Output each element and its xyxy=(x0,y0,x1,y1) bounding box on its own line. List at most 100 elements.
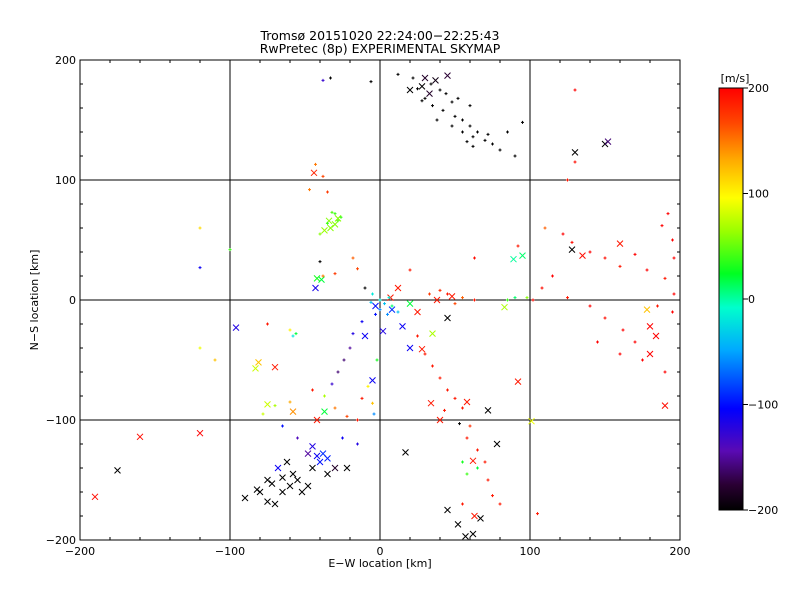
data-point-cross xyxy=(327,224,334,232)
data-point-dot xyxy=(336,370,340,374)
data-point-dot xyxy=(633,340,637,344)
data-point-dot xyxy=(641,358,644,362)
data-point-cross xyxy=(429,330,436,337)
data-point-cross xyxy=(444,314,451,322)
data-point-cross xyxy=(316,458,324,466)
data-point-dot xyxy=(476,448,479,452)
data-point-cross xyxy=(136,433,144,441)
data-point-cross xyxy=(471,512,478,520)
data-point-dot xyxy=(311,388,314,392)
data-point-cross xyxy=(289,470,297,478)
data-point-cross xyxy=(252,365,259,372)
data-point-dot xyxy=(323,394,326,398)
data-point-dot xyxy=(531,298,535,302)
data-point-dot xyxy=(671,310,674,314)
data-point-cross xyxy=(331,221,339,228)
data-point-dot xyxy=(438,376,442,380)
data-point-dot xyxy=(566,178,569,182)
data-point-dot xyxy=(326,190,329,194)
data-point-dot xyxy=(333,406,337,410)
data-point-dot xyxy=(486,478,490,482)
data-point-cross xyxy=(304,482,312,490)
y-axis-label: N−S location [km] xyxy=(28,250,41,351)
data-point-cross xyxy=(448,293,456,300)
colorbar-tick-label: −200 xyxy=(748,504,778,517)
data-point-dot xyxy=(296,436,299,440)
data-point-cross xyxy=(271,363,279,371)
data-point-cross xyxy=(324,455,331,462)
data-point-cross xyxy=(372,302,379,310)
data-point-dot xyxy=(213,358,217,362)
data-point-cross xyxy=(454,521,462,528)
colorbar-tick-label: −100 xyxy=(748,399,778,412)
data-point-cross xyxy=(394,284,402,292)
data-point-dot xyxy=(431,364,434,368)
data-point-cross xyxy=(286,482,294,490)
y-tick-label: 0 xyxy=(69,294,76,307)
data-point-dot xyxy=(476,130,479,134)
data-point-dot xyxy=(330,210,334,214)
data-point-dot xyxy=(326,221,329,225)
data-point-dot xyxy=(266,322,269,326)
data-point-cross xyxy=(264,476,271,484)
data-point-dot xyxy=(656,304,659,308)
data-point-cross xyxy=(310,169,318,177)
data-point-dot xyxy=(429,82,433,86)
data-point-dot xyxy=(372,412,376,416)
data-point-dot xyxy=(374,312,377,316)
data-point-dot xyxy=(444,92,448,96)
data-point-dot xyxy=(416,334,419,338)
data-point-dot xyxy=(371,292,374,296)
data-point-dot xyxy=(621,328,625,332)
data-point-dot xyxy=(386,312,389,316)
data-point-cross xyxy=(462,533,469,540)
data-point-dot xyxy=(396,310,400,314)
x-tick-label: −100 xyxy=(215,545,245,558)
data-point-cross xyxy=(279,488,286,496)
data-point-cross xyxy=(283,458,291,466)
data-point-dot xyxy=(450,100,454,104)
data-point-dot xyxy=(396,72,400,76)
data-point-cross xyxy=(463,398,471,406)
data-point-cross xyxy=(604,138,612,145)
data-point-dot xyxy=(356,442,359,446)
colorbar-tick-label: 100 xyxy=(748,188,769,201)
data-point-dot xyxy=(618,352,622,356)
data-point-dot xyxy=(603,256,607,260)
data-point-cross xyxy=(313,275,321,282)
data-point-cross xyxy=(331,464,339,472)
data-point-dot xyxy=(588,304,592,308)
data-point-dot xyxy=(321,78,325,82)
data-point-dot xyxy=(461,130,464,134)
data-point-cross xyxy=(406,86,414,94)
data-point-dot xyxy=(461,406,464,410)
data-point-dot xyxy=(314,162,317,166)
data-point-cross xyxy=(646,323,654,330)
data-point-dot xyxy=(423,96,427,100)
data-point-dot xyxy=(498,148,502,152)
data-point-dot xyxy=(645,268,649,272)
data-point-cross xyxy=(369,377,376,384)
data-point-dot xyxy=(351,332,355,336)
data-point-cross xyxy=(571,149,579,156)
data-point-cross xyxy=(444,72,451,79)
data-point-cross xyxy=(114,467,121,474)
data-point-cross xyxy=(501,303,508,311)
data-point-dot xyxy=(333,272,337,276)
data-point-dot xyxy=(506,298,509,302)
data-point-cross xyxy=(510,255,517,263)
data-point-cross xyxy=(399,323,406,330)
x-tick-label: 100 xyxy=(520,545,541,558)
chart-subtitle: RwPretec (8p) EXPERIMENTAL SKYMAP xyxy=(260,41,501,56)
data-point-dot xyxy=(461,118,464,122)
data-point-dot xyxy=(228,248,232,252)
data-point-cross xyxy=(196,429,204,437)
x-tick-label: 200 xyxy=(670,545,691,558)
data-point-dot xyxy=(351,256,355,260)
data-point-cross xyxy=(324,470,331,478)
data-point-dot xyxy=(453,114,457,118)
data-point-dot xyxy=(330,382,334,386)
data-point-cross xyxy=(568,246,576,253)
data-point-dot xyxy=(671,238,674,242)
